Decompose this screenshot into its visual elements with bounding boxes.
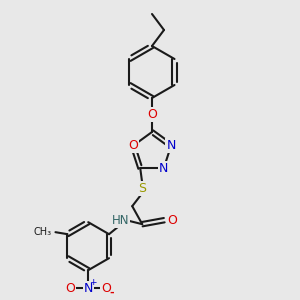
Text: O: O (147, 107, 157, 121)
Text: CH₃: CH₃ (33, 227, 52, 237)
Text: -: - (109, 288, 114, 298)
Text: S: S (138, 182, 146, 195)
Text: O: O (101, 282, 111, 295)
Text: N: N (159, 162, 168, 175)
Text: O: O (128, 139, 138, 152)
Text: O: O (167, 214, 177, 227)
Text: O: O (65, 282, 75, 295)
Text: +: + (89, 278, 97, 287)
Text: HN: HN (112, 214, 129, 227)
Text: N: N (84, 282, 93, 295)
Text: N: N (166, 139, 176, 152)
